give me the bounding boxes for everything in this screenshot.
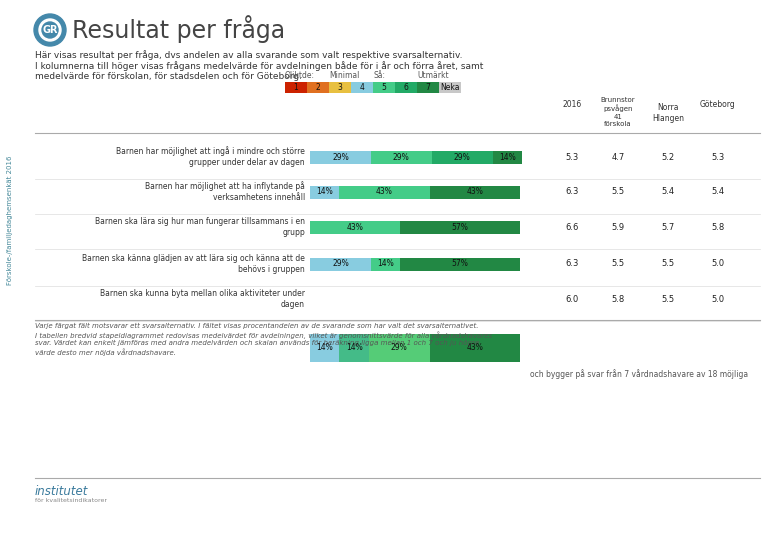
- FancyBboxPatch shape: [307, 82, 329, 93]
- Text: 5.8: 5.8: [612, 294, 625, 303]
- Text: 43%: 43%: [466, 343, 484, 353]
- Text: Barnen ska känna glädjen av att lära sig och känna att de
behövs i gruppen: Barnen ska känna glädjen av att lära sig…: [82, 254, 305, 274]
- Text: 5.5: 5.5: [612, 260, 625, 268]
- Text: 5.5: 5.5: [612, 187, 625, 197]
- FancyBboxPatch shape: [493, 151, 522, 164]
- Text: 6.3: 6.3: [566, 187, 579, 197]
- FancyBboxPatch shape: [310, 186, 339, 199]
- Text: svar. Värdet kan enkelt jämföras med andra medelvärden och skalan används för be: svar. Värdet kan enkelt jämföras med and…: [35, 340, 479, 346]
- Text: 5.4: 5.4: [661, 187, 675, 197]
- Circle shape: [34, 14, 66, 46]
- Text: 6.0: 6.0: [566, 294, 579, 303]
- Circle shape: [42, 22, 58, 38]
- FancyBboxPatch shape: [371, 151, 432, 164]
- Text: Utmärkt: Utmärkt: [417, 71, 448, 80]
- Text: Varje färgat fält motsvarar ett svarsalternativ. I fältet visas procentandelen a: Varje färgat fält motsvarar ett svarsalt…: [35, 323, 478, 329]
- Text: Här visas resultat per fråga, dvs andelen av alla svarande som valt respektive s: Här visas resultat per fråga, dvs andele…: [35, 50, 463, 60]
- Text: 4: 4: [360, 83, 364, 92]
- Text: 5.9: 5.9: [612, 222, 625, 232]
- Text: 5.8: 5.8: [711, 222, 725, 232]
- Text: 5.0: 5.0: [711, 260, 725, 268]
- Text: 6.3: 6.3: [566, 260, 579, 268]
- Text: 5.4: 5.4: [711, 187, 725, 197]
- Text: 57%: 57%: [452, 222, 469, 232]
- Text: I kolumnerna till höger visas frågans medelvärde för avdelningen både för i år o: I kolumnerna till höger visas frågans me…: [35, 61, 484, 71]
- Text: 2016: 2016: [562, 100, 582, 109]
- FancyBboxPatch shape: [339, 186, 430, 199]
- Text: 5: 5: [381, 83, 386, 92]
- Text: 29%: 29%: [391, 343, 408, 353]
- FancyBboxPatch shape: [400, 220, 520, 233]
- FancyBboxPatch shape: [310, 334, 339, 362]
- Text: 14%: 14%: [317, 343, 333, 353]
- Text: Minimal: Minimal: [329, 71, 360, 80]
- Text: Barnen ska lära sig hur man fungerar tillsammans i en
grupp: Barnen ska lära sig hur man fungerar til…: [95, 217, 305, 237]
- Text: 7: 7: [426, 83, 431, 92]
- Text: 14%: 14%: [346, 343, 363, 353]
- FancyBboxPatch shape: [417, 82, 439, 93]
- Text: för kvalitetsindikatorer: för kvalitetsindikatorer: [35, 498, 107, 503]
- FancyBboxPatch shape: [395, 82, 417, 93]
- FancyBboxPatch shape: [373, 82, 395, 93]
- Text: 29%: 29%: [332, 260, 349, 268]
- Text: 5.2: 5.2: [661, 152, 675, 161]
- FancyBboxPatch shape: [432, 151, 493, 164]
- Text: Barnen ska kunna byta mellan olika aktiviteter under
dagen: Barnen ska kunna byta mellan olika aktiv…: [100, 289, 305, 309]
- Text: 3: 3: [338, 83, 342, 92]
- Text: Brunnstor
psvågen
41
förskola: Brunnstor psvågen 41 förskola: [601, 97, 636, 127]
- Text: Så:: Så:: [373, 71, 385, 80]
- Text: och bygger på svar från 7 vårdnadshavare av 18 möjliga: och bygger på svar från 7 vårdnadshavare…: [530, 369, 748, 379]
- Text: medelvärde för förskolan, för stadsdelen och för Göteborg.: medelvärde för förskolan, för stadsdelen…: [35, 72, 302, 81]
- Text: 29%: 29%: [332, 152, 349, 161]
- FancyBboxPatch shape: [339, 334, 369, 362]
- Text: 57%: 57%: [452, 260, 469, 268]
- Text: värde desto mer nöjda vårdnadshavare.: värde desto mer nöjda vårdnadshavare.: [35, 348, 176, 356]
- FancyBboxPatch shape: [371, 258, 400, 271]
- Text: Göteborg: Göteborg: [700, 100, 736, 109]
- FancyBboxPatch shape: [310, 220, 400, 233]
- Text: 6: 6: [403, 83, 409, 92]
- Text: 43%: 43%: [466, 187, 484, 197]
- Text: Neka: Neka: [440, 83, 459, 92]
- Text: 14%: 14%: [317, 187, 333, 197]
- FancyBboxPatch shape: [430, 186, 520, 199]
- Circle shape: [39, 19, 61, 41]
- FancyBboxPatch shape: [430, 334, 520, 362]
- Text: 6.6: 6.6: [566, 222, 579, 232]
- Text: GR: GR: [42, 25, 58, 35]
- FancyBboxPatch shape: [369, 334, 430, 362]
- Text: Resultat per fråga: Resultat per fråga: [72, 15, 285, 43]
- FancyBboxPatch shape: [310, 151, 371, 164]
- Text: 5.0: 5.0: [711, 294, 725, 303]
- Text: 2: 2: [316, 83, 321, 92]
- FancyBboxPatch shape: [439, 82, 461, 93]
- Text: 5.5: 5.5: [661, 260, 675, 268]
- Text: 5.5: 5.5: [661, 294, 675, 303]
- Text: 29%: 29%: [393, 152, 410, 161]
- Text: 5.3: 5.3: [566, 152, 579, 161]
- Text: Barnen har möjlighet att ingå i mindre och större
grupper under delar av dagen: Barnen har möjlighet att ingå i mindre o…: [116, 146, 305, 167]
- Text: 43%: 43%: [347, 222, 363, 232]
- Text: Förskole-/familjedaghemsenkät 2016: Förskole-/familjedaghemsenkät 2016: [7, 156, 13, 285]
- FancyBboxPatch shape: [310, 258, 371, 271]
- Text: Barnen har möjlighet att ha inflytande på
verksamhetens innehåll: Barnen har möjlighet att ha inflytande p…: [145, 181, 305, 202]
- Text: 5.3: 5.3: [711, 152, 725, 161]
- Text: Norra
Hlangen: Norra Hlangen: [652, 103, 684, 123]
- Text: 4.7: 4.7: [612, 152, 625, 161]
- FancyBboxPatch shape: [351, 82, 373, 93]
- Text: 14%: 14%: [378, 260, 394, 268]
- Text: 14%: 14%: [499, 152, 516, 161]
- Text: institutet: institutet: [35, 485, 88, 498]
- Text: 1: 1: [293, 83, 299, 92]
- FancyBboxPatch shape: [285, 82, 307, 93]
- FancyBboxPatch shape: [400, 258, 520, 271]
- Text: 29%: 29%: [454, 152, 470, 161]
- Text: I tabellen bredvid stapeldiagrammet redovisas medelvärdet för avdelningen, vilke: I tabellen bredvid stapeldiagrammet redo…: [35, 332, 492, 339]
- Text: 43%: 43%: [376, 187, 393, 197]
- Text: Oliktde:: Oliktde:: [285, 71, 315, 80]
- FancyBboxPatch shape: [329, 82, 351, 93]
- Text: 5.7: 5.7: [661, 222, 675, 232]
